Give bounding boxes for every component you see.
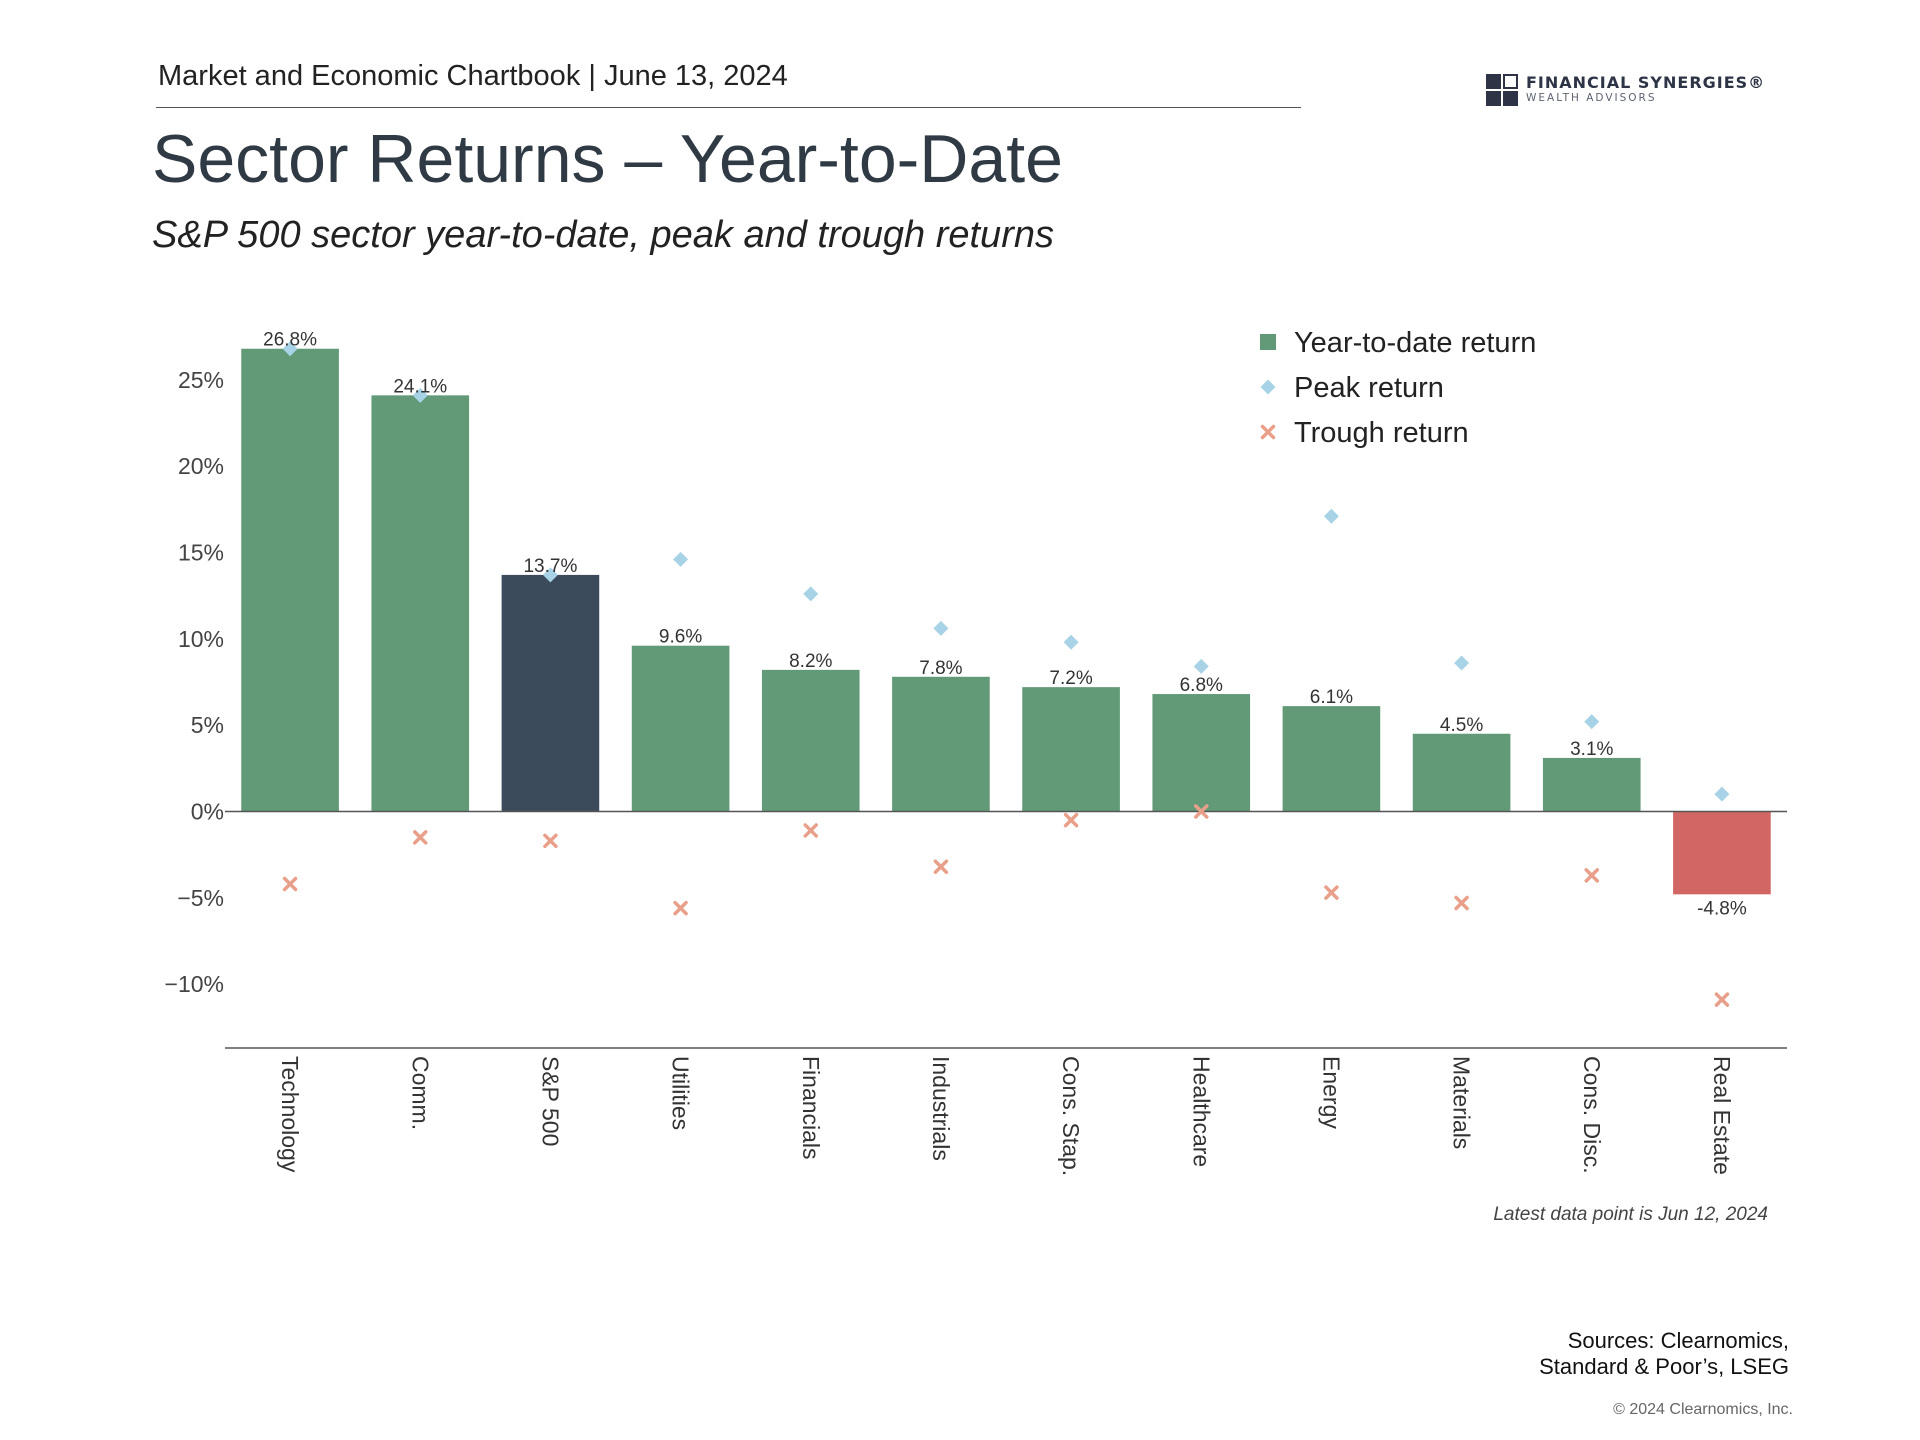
ytd-bar <box>1022 687 1120 812</box>
logo-mark-icon <box>1486 74 1518 106</box>
trough-marker <box>673 900 688 916</box>
y-tick-label: 20% <box>178 453 224 479</box>
chart-subtitle: S&P 500 sector year-to-date, peak and tr… <box>152 214 1054 256</box>
y-tick-label: 0% <box>191 798 224 824</box>
ytd-bar <box>1542 757 1641 812</box>
peak-marker <box>673 551 689 567</box>
peak-marker <box>1714 786 1730 802</box>
data-label: 8.2% <box>789 651 832 672</box>
y-tick-label: 10% <box>178 626 224 652</box>
chart-title: Sector Returns – Year-to-Date <box>152 121 1063 197</box>
x-tick-label: Materials <box>1449 1056 1475 1149</box>
company-logo: FINANCIAL SYNERGIES® WEALTH ADVISORS <box>1486 74 1765 106</box>
trough-markers <box>282 804 1730 1007</box>
trough-marker <box>1714 992 1730 1007</box>
ytd-bar <box>1673 811 1771 895</box>
latest-data-note: Latest data point is Jun 12, 2024 <box>1493 1204 1768 1225</box>
peak-marker <box>1323 508 1339 524</box>
trough-marker <box>1584 868 1599 883</box>
data-label: 7.2% <box>1049 668 1092 689</box>
ytd-bar <box>371 395 470 812</box>
data-label: 7.8% <box>919 658 962 679</box>
legend-label: Peak return <box>1294 372 1444 404</box>
logo-wordmark: FINANCIAL SYNERGIES® <box>1526 73 1766 92</box>
ytd-bar <box>761 669 860 812</box>
data-label: 6.1% <box>1310 687 1353 708</box>
chart-legend: Year-to-date return Peak return Trough ret… <box>1260 327 1536 449</box>
x-axis-labels: Technology Comm. S&P 500 Utilities Financial… <box>277 1056 1735 1176</box>
trough-marker <box>1063 812 1079 828</box>
y-tick-label: −10% <box>165 971 224 997</box>
trough-marker <box>1454 895 1469 911</box>
peak-marker <box>1454 655 1470 671</box>
peak-marker <box>933 620 949 636</box>
x-tick-label: Utilities <box>668 1056 694 1130</box>
chartbook-header: Market and Economic Chartbook | June 13,… <box>158 60 788 92</box>
x-tick-label: Cons. Stap. <box>1058 1056 1084 1176</box>
x-tick-label: Financials <box>798 1056 824 1160</box>
ytd-bar <box>501 574 600 812</box>
bar-series <box>241 348 1771 895</box>
peak-marker <box>282 341 298 357</box>
trough-marker <box>413 830 428 845</box>
ytd-bar <box>631 645 730 812</box>
logo-tagline: WEALTH ADVISORS <box>1526 92 1657 104</box>
legend-label: Year-to-date return <box>1294 327 1536 359</box>
x-tick-label: Comm. <box>407 1056 433 1130</box>
trough-marker <box>1194 804 1209 819</box>
peak-markers <box>282 341 1730 802</box>
peak-marker <box>803 586 819 602</box>
peak-marker <box>1584 714 1600 730</box>
data-label: 26.8% <box>263 330 317 351</box>
header-divider <box>156 107 1301 108</box>
x-tick-label: Energy <box>1318 1056 1344 1129</box>
data-label: 24.1% <box>393 376 447 397</box>
sources-text: Sources: Clearnomics, Standard & Poor’s,… <box>1539 1328 1789 1379</box>
data-labels: 26.8% 24.1% 13.7% 9.6% 8.2% 7.8% 7.2% 6.8% 6.1% 4… <box>263 330 1747 920</box>
ytd-bar <box>241 348 339 812</box>
y-tick-label: 15% <box>178 539 224 565</box>
data-label: 13.7% <box>523 556 577 577</box>
ytd-bar <box>892 676 990 812</box>
trough-marker <box>933 859 949 874</box>
legend-label: Trough return <box>1294 417 1469 449</box>
x-tick-label: Technology <box>277 1056 303 1173</box>
peak-marker <box>1063 634 1079 650</box>
peak-marker <box>412 387 428 403</box>
ytd-bar <box>1282 706 1381 812</box>
legend-swatch-peak <box>1260 379 1276 395</box>
trough-marker <box>803 823 818 838</box>
data-label: -4.8% <box>1697 898 1747 919</box>
copyright-text: © 2024 Clearnomics, Inc. <box>1613 1401 1793 1418</box>
trough-marker <box>1324 885 1339 900</box>
x-tick-label: S&P 500 <box>537 1056 563 1146</box>
x-tick-label: Real Estate <box>1709 1056 1735 1175</box>
trough-marker <box>282 876 298 892</box>
data-label: 6.8% <box>1180 675 1223 696</box>
ytd-bar <box>1412 733 1511 812</box>
x-tick-label: Industrials <box>928 1056 954 1161</box>
data-label: 4.5% <box>1440 715 1483 736</box>
legend-swatch-ytd <box>1260 334 1276 350</box>
ytd-bar <box>1152 694 1251 812</box>
x-tick-label: Healthcare <box>1188 1056 1214 1167</box>
trough-marker <box>543 833 558 849</box>
x-tick-label: Cons. Disc. <box>1579 1056 1605 1174</box>
peak-marker <box>1193 658 1209 674</box>
y-tick-label: 25% <box>178 367 224 393</box>
y-axis: 25% 20% 15% 10% 5% 0% −5% −10% <box>165 367 224 997</box>
data-label: 9.6% <box>659 627 702 648</box>
y-tick-label: 5% <box>191 712 224 738</box>
y-tick-label: −5% <box>177 885 224 911</box>
peak-marker <box>542 567 558 583</box>
data-label: 3.1% <box>1570 739 1613 760</box>
legend-swatch-trough <box>1260 424 1276 440</box>
